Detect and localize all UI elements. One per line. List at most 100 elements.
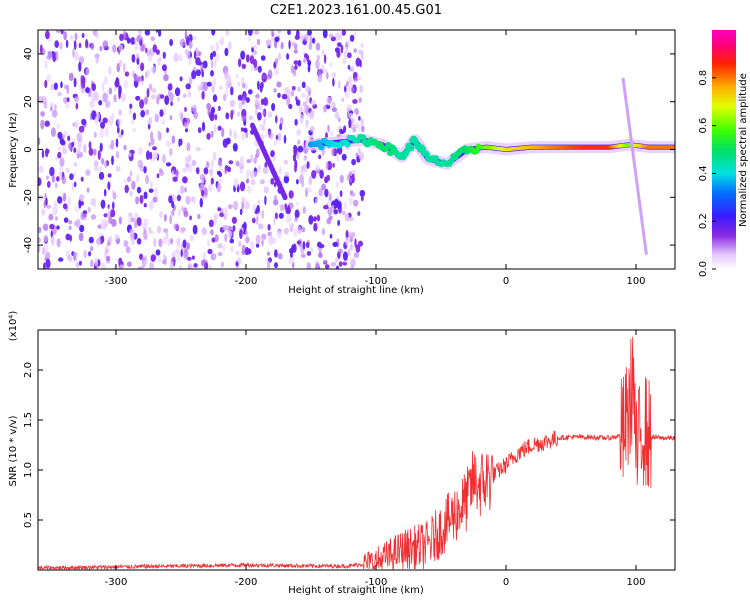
noise-speckle xyxy=(278,166,282,175)
noise-speckle xyxy=(54,182,58,189)
noise-speckle xyxy=(239,155,244,166)
noise-speckle xyxy=(207,108,211,116)
noise-speckle xyxy=(277,92,281,99)
noise-speckle xyxy=(157,129,160,139)
noise-speckle xyxy=(146,88,150,98)
noise-speckle xyxy=(145,150,151,161)
noise-speckle xyxy=(46,73,51,83)
noise-speckle xyxy=(305,95,310,104)
noise-speckle xyxy=(243,127,248,133)
noise-speckle xyxy=(103,92,109,102)
noise-speckle xyxy=(163,214,167,222)
noise-speckle xyxy=(184,30,188,40)
noise-speckle xyxy=(268,235,274,246)
noise-speckle xyxy=(353,126,357,133)
noise-speckle xyxy=(185,162,190,169)
noise-speckle xyxy=(55,216,58,221)
noise-speckle xyxy=(255,234,261,245)
noise-speckle xyxy=(286,96,291,106)
noise-speckle xyxy=(328,131,335,136)
noise-speckle xyxy=(206,132,211,140)
noise-speckle xyxy=(283,175,290,184)
noise-speckle xyxy=(169,115,173,121)
noise-speckle xyxy=(78,125,85,133)
noise-speckle xyxy=(135,95,141,101)
noise-speckle xyxy=(297,226,302,235)
noise-speckle xyxy=(274,194,278,201)
noise-speckle xyxy=(349,259,354,265)
noise-speckle xyxy=(202,251,207,261)
noise-speckle xyxy=(295,99,301,106)
noise-speckle xyxy=(75,262,80,268)
noise-speckle xyxy=(237,58,242,68)
noise-speckle xyxy=(185,83,191,90)
noise-speckle xyxy=(80,212,84,221)
noise-speckle xyxy=(79,224,85,233)
noise-speckle xyxy=(358,49,362,55)
noise-speckle xyxy=(233,130,238,140)
noise-speckle xyxy=(245,230,249,238)
noise-speckle xyxy=(148,142,152,147)
noise-speckle xyxy=(257,223,264,230)
noise-speckle xyxy=(297,145,304,153)
noise-speckle xyxy=(266,40,271,47)
noise-speckle xyxy=(201,189,205,197)
noise-speckle xyxy=(62,192,67,202)
noise-speckle xyxy=(361,125,365,133)
noise-speckle xyxy=(241,197,246,203)
noise-speckle xyxy=(98,171,105,180)
noise-speckle xyxy=(310,99,316,106)
noise-speckle xyxy=(143,166,147,174)
noise-speckle xyxy=(152,146,157,151)
noise-speckle xyxy=(161,119,166,125)
noise-speckle xyxy=(360,42,364,49)
noise-speckle xyxy=(315,59,320,69)
noise-speckle xyxy=(174,170,179,176)
colorbar: 0.0 0.2 0.4 0.6 0.8 Normalized spectral ampl… xyxy=(698,30,749,277)
noise-speckle xyxy=(150,94,157,100)
noise-speckle xyxy=(273,88,277,93)
noise-speckle xyxy=(271,103,276,111)
noise-speckle xyxy=(242,82,246,89)
noise-speckle xyxy=(288,190,294,199)
noise-speckle xyxy=(257,80,260,91)
noise-speckle xyxy=(88,141,92,150)
noise-speckle xyxy=(140,44,145,52)
noise-speckle xyxy=(333,209,339,215)
noise-speckle xyxy=(94,116,99,125)
noise-speckle xyxy=(328,33,334,39)
noise-speckle xyxy=(347,249,351,257)
noise-speckle xyxy=(93,148,97,156)
noise-speckle xyxy=(149,230,154,235)
noise-speckle xyxy=(222,245,226,252)
noise-speckle xyxy=(280,41,284,50)
snr-x-ticks: -300 -200 -100 0 100 xyxy=(105,330,646,588)
noise-speckle xyxy=(120,93,127,102)
noise-speckle xyxy=(208,219,214,228)
noise-speckle xyxy=(355,152,359,158)
noise-speckle xyxy=(184,186,187,193)
noise-speckle xyxy=(307,64,311,73)
noise-speckle xyxy=(149,180,153,188)
noise-speckle xyxy=(360,118,364,126)
noise-speckle xyxy=(330,261,337,267)
noise-speckle xyxy=(170,238,173,245)
noise-speckle xyxy=(118,44,124,51)
noise-speckle xyxy=(255,216,259,225)
noise-speckle xyxy=(51,174,56,183)
noise-speckle xyxy=(167,83,173,91)
noise-speckle xyxy=(358,97,362,103)
noise-speckle xyxy=(347,39,351,47)
noise-speckle xyxy=(306,161,310,169)
noise-speckle xyxy=(286,53,290,60)
noise-speckle xyxy=(67,135,71,142)
noise-speckle xyxy=(142,260,148,267)
noise-speckle xyxy=(239,181,246,192)
noise-speckle xyxy=(262,74,266,79)
noise-speckle xyxy=(206,103,212,110)
noise-speckle xyxy=(203,167,209,175)
noise-speckle xyxy=(354,30,357,37)
noise-speckle xyxy=(241,115,247,122)
noise-speckle xyxy=(171,200,175,209)
noise-speckle xyxy=(164,95,170,106)
